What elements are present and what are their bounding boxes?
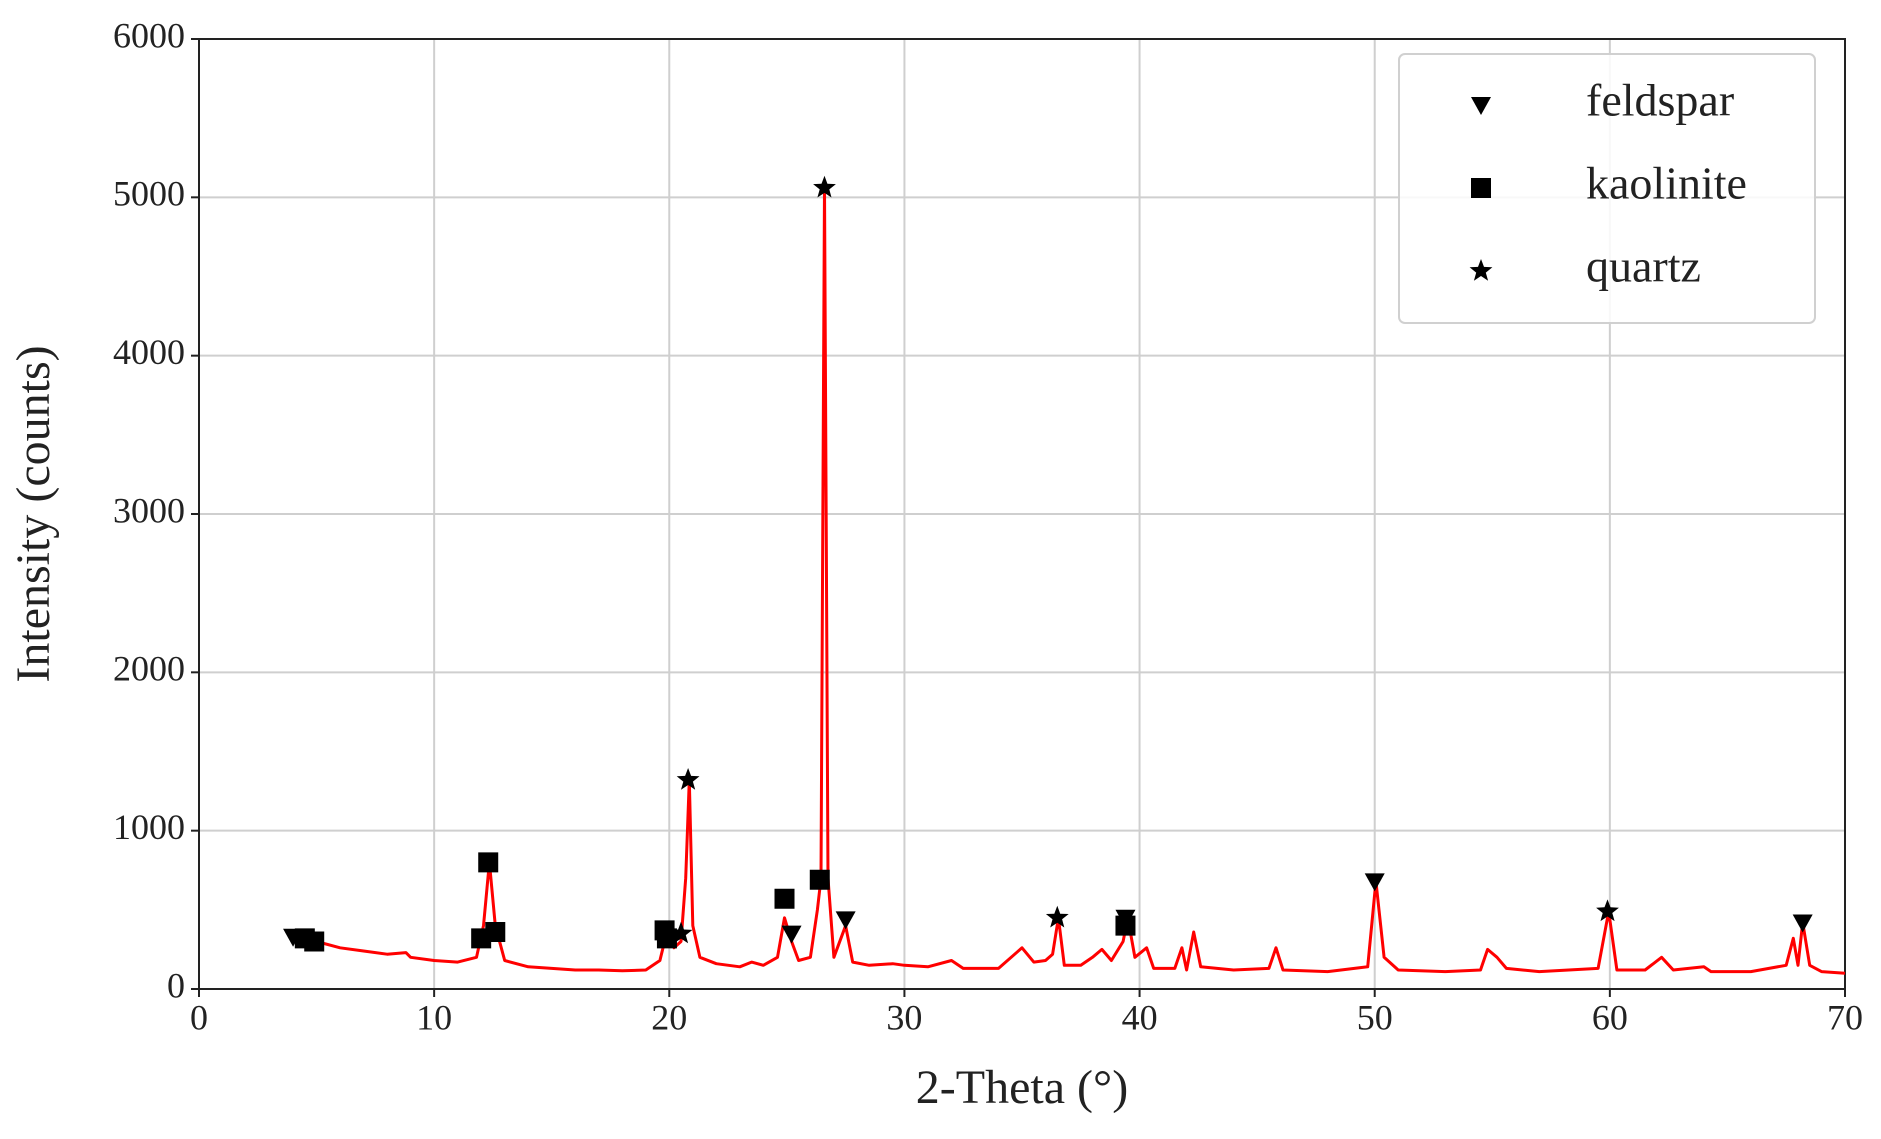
phase-marker — [669, 921, 693, 944]
x-tick-label: 10 — [416, 997, 452, 1037]
y-tick-label: 2000 — [113, 649, 185, 689]
y-tick-label: 5000 — [113, 174, 185, 214]
legend-marker — [1471, 178, 1491, 198]
phase-marker — [656, 928, 677, 949]
phase-marker — [774, 888, 795, 909]
y-tick-label: 3000 — [113, 490, 185, 530]
legend-box — [1398, 53, 1816, 324]
phase-marker — [1364, 873, 1385, 892]
x-tick-label: 70 — [1827, 997, 1863, 1037]
phase-marker — [1045, 905, 1069, 928]
x-tick-label: 40 — [1122, 997, 1158, 1037]
legend-label: kaolinite — [1586, 158, 1747, 209]
phase-marker — [485, 922, 506, 942]
legend-label: quartz — [1586, 241, 1701, 292]
x-tick-label: 50 — [1357, 997, 1393, 1037]
legend-marker — [1471, 97, 1491, 115]
legend-label: feldspar — [1586, 75, 1734, 126]
y-tick-label: 4000 — [113, 332, 185, 372]
x-axis-label: 2-Theta (°) — [916, 1061, 1128, 1114]
x-tick-label: 20 — [651, 997, 687, 1037]
x-tick-label: 60 — [1592, 997, 1628, 1037]
data-line — [292, 186, 1846, 975]
phase-marker — [809, 869, 830, 890]
x-tick-label: 30 — [886, 997, 922, 1037]
phase-marker — [676, 768, 700, 790]
x-tick-label: 0 — [190, 997, 208, 1037]
phase-marker — [478, 852, 499, 873]
phase-marker — [1792, 914, 1813, 933]
phase-marker — [781, 925, 802, 944]
y-tick-label: 6000 — [113, 15, 185, 55]
y-tick-label: 1000 — [113, 807, 185, 847]
phase-marker — [1115, 915, 1136, 936]
phase-marker — [1596, 899, 1619, 922]
y-axis-label: Intensity (counts) — [7, 345, 60, 682]
phase-marker — [813, 175, 836, 198]
legend-marker — [1469, 259, 1493, 281]
phase-marker — [304, 931, 325, 952]
plot-frame — [198, 38, 1846, 990]
phase-marker — [835, 911, 856, 930]
y-tick-label: 0 — [167, 965, 185, 1005]
